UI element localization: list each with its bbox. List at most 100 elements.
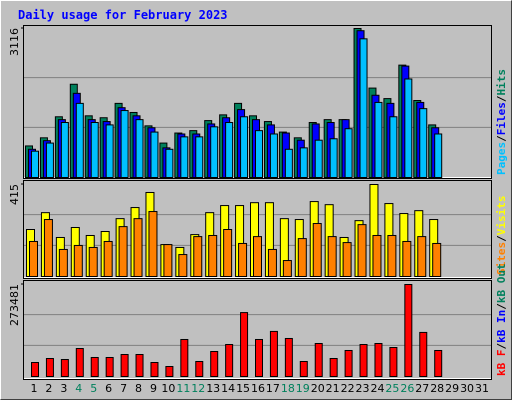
- bar: [359, 344, 368, 378]
- bar: [208, 234, 218, 277]
- bar: [90, 356, 99, 377]
- x-tick-label: 5: [90, 382, 97, 395]
- bar: [342, 242, 352, 277]
- legend-entry: Pages: [495, 142, 508, 175]
- x-tick-label: 4: [75, 382, 82, 395]
- bar: [58, 248, 68, 278]
- bar: [118, 226, 128, 277]
- x-tick-label: 13: [206, 382, 220, 395]
- legend-separator: /: [495, 135, 508, 142]
- bar: [135, 353, 144, 378]
- bar: [163, 244, 173, 277]
- bar: [195, 360, 204, 378]
- bar: [434, 349, 443, 378]
- bar: [297, 238, 307, 277]
- bar: [312, 223, 322, 277]
- bar: [135, 119, 144, 178]
- bar: [299, 147, 308, 178]
- bar: [314, 342, 323, 378]
- bar: [133, 218, 143, 277]
- bar: [329, 358, 338, 378]
- x-tick-label: 24: [370, 382, 384, 395]
- bar: [225, 122, 234, 178]
- bar: [284, 148, 293, 179]
- x-tick-label: 15: [236, 382, 250, 395]
- bar: [282, 260, 292, 277]
- bar: [210, 126, 219, 179]
- bar: [195, 136, 204, 178]
- bar: [359, 38, 368, 178]
- bar: [327, 236, 337, 278]
- bar: [344, 349, 353, 378]
- bar: [314, 139, 323, 178]
- x-tick-label: 2: [45, 382, 52, 395]
- bar: [45, 142, 54, 178]
- bar: [374, 342, 383, 378]
- legend-entry: kB In: [495, 310, 508, 343]
- bar: [374, 101, 383, 178]
- x-tick-label: 9: [150, 382, 157, 395]
- legend-entry: kB F: [495, 350, 508, 377]
- bar: [43, 219, 53, 277]
- y-tick-label: 415: [8, 184, 21, 205]
- bar: [267, 248, 277, 278]
- bar: [178, 254, 188, 277]
- x-tick-label: 30: [460, 382, 474, 395]
- legend-separator: /: [495, 343, 508, 350]
- x-tick-label: 28: [430, 382, 444, 395]
- legend-separator: /: [495, 303, 508, 310]
- x-tick-label: 26: [400, 382, 414, 395]
- bar: [402, 240, 412, 277]
- bar: [105, 356, 114, 377]
- bar: [255, 338, 263, 378]
- bar: [329, 138, 338, 179]
- bar: [90, 122, 99, 178]
- x-tick-label: 18: [281, 382, 295, 395]
- x-tick-label: 31: [475, 382, 489, 395]
- bar: [150, 131, 159, 178]
- bar: [180, 338, 189, 378]
- x-tick-label: 20: [311, 382, 325, 395]
- x-tick-label: 17: [266, 382, 280, 395]
- bar: [75, 102, 84, 178]
- x-tick-label: 14: [221, 382, 235, 395]
- legend-entry: kB Out: [495, 263, 508, 303]
- bar: [45, 358, 54, 378]
- bar: [31, 362, 39, 378]
- x-tick-label: 27: [415, 382, 429, 395]
- legend: Sites/Visits: [495, 196, 508, 276]
- x-tick-label: 8: [135, 382, 142, 395]
- bar: [419, 108, 428, 178]
- bar: [357, 224, 367, 278]
- x-tick-label: 19: [296, 382, 310, 395]
- bar: [372, 234, 382, 277]
- bar: [103, 240, 113, 277]
- bar: [434, 133, 443, 179]
- legend-entry: Hits: [495, 69, 508, 96]
- x-tick-label: 22: [341, 382, 355, 395]
- bar: [432, 242, 442, 277]
- x-tick-label: 23: [356, 382, 370, 395]
- bar: [404, 284, 413, 377]
- bar: [165, 148, 174, 179]
- legend: Pages/Files/Hits: [495, 69, 508, 175]
- bar: [253, 236, 262, 278]
- bar: [105, 124, 114, 178]
- legend: kB F/kB In/kB Out: [495, 263, 508, 376]
- bar: [255, 130, 263, 179]
- bar: [417, 236, 427, 278]
- bar: [269, 330, 278, 377]
- bar: [180, 136, 189, 178]
- bar: [120, 110, 129, 178]
- bar: [29, 240, 38, 277]
- bar: [210, 351, 219, 378]
- x-tick-label: 1: [31, 382, 38, 395]
- bar: [419, 331, 428, 377]
- legend-entry: Visits: [495, 196, 508, 236]
- legend-entry: Files: [495, 102, 508, 135]
- bar: [150, 362, 159, 378]
- x-tick-label: 12: [191, 382, 205, 395]
- bar: [60, 359, 69, 378]
- legend-separator: /: [495, 95, 508, 102]
